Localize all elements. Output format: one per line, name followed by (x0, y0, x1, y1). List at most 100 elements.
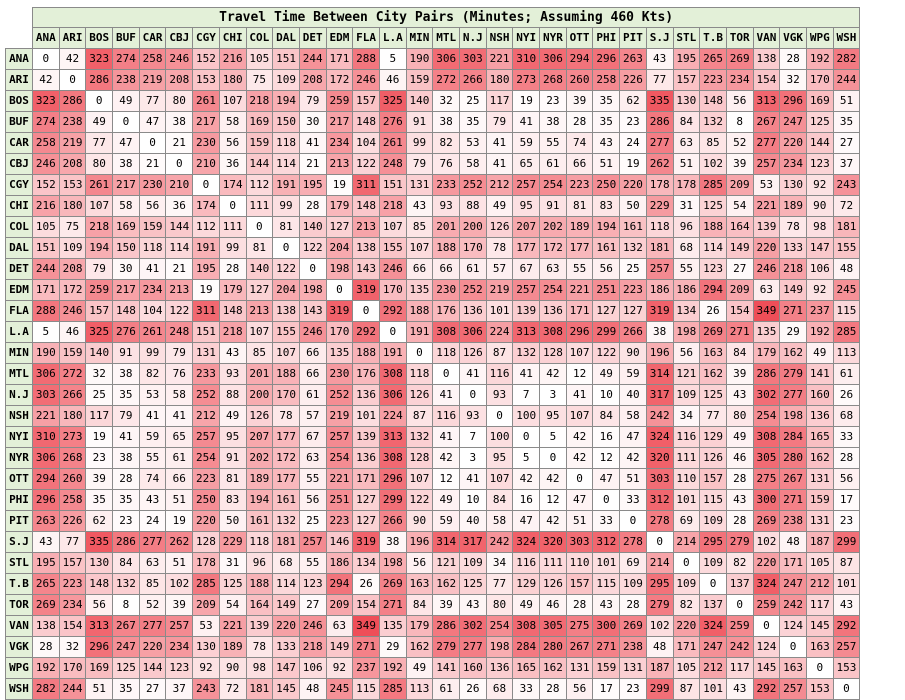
travel-time-cell: 33 (832, 426, 861, 448)
travel-time-cell: 87 (832, 552, 861, 574)
travel-time-cell: 111 (672, 447, 701, 469)
travel-time-cell: 238 (779, 510, 807, 532)
travel-time-cell: 109 (58, 237, 87, 259)
travel-time-cell: 218 (85, 216, 114, 238)
travel-time-cell: 12 (432, 468, 460, 490)
travel-time-cell: 308 (378, 447, 407, 469)
travel-time-cell: 219 (325, 405, 354, 427)
travel-time-cell: 12 (592, 447, 621, 469)
travel-time-cell: 92 (805, 174, 834, 196)
travel-time-cell: 257 (192, 426, 220, 448)
travel-time-cell: 84 (485, 489, 514, 511)
travel-time-cell: 131 (405, 174, 434, 196)
column-header: CBJ (165, 27, 194, 49)
travel-time-cell: 271 (592, 636, 621, 658)
travel-time-cell: 55 (138, 447, 167, 469)
row-header: ANA (5, 48, 33, 70)
travel-time-cell: 39 (165, 594, 194, 616)
travel-time-cell: 200 (459, 216, 487, 238)
travel-time-cell: 218 (378, 195, 407, 217)
travel-time-cell: 113 (832, 342, 861, 364)
header-corner-cell (5, 27, 33, 49)
travel-time-cell: 0 (378, 321, 407, 343)
travel-time-cell: 32 (85, 363, 114, 385)
travel-time-cell: 136 (352, 447, 380, 469)
row-header: MIN (5, 342, 33, 364)
travel-time-cell: 296 (32, 489, 60, 511)
travel-time-cell: 325 (85, 321, 114, 343)
travel-time-cell: 252 (459, 279, 487, 301)
travel-time-cell: 25 (619, 258, 647, 280)
travel-time-cell: 38 (112, 447, 140, 469)
travel-time-cell: 258 (592, 69, 621, 91)
table-row: OTT 294 260 39 28 74 66 223 81 189 177 55 221 171 296 1… (5, 468, 861, 490)
travel-time-cell: 269 (32, 594, 60, 616)
travel-time-cell: 38 (112, 363, 140, 385)
travel-time-cell: 294 (565, 48, 594, 70)
travel-time-cell: 32 (779, 69, 807, 91)
travel-time-cell: 28 (832, 447, 861, 469)
travel-time-cell: 254 (192, 447, 220, 469)
travel-time-cell: 107 (485, 468, 514, 490)
travel-time-cell: 140 (298, 216, 327, 238)
travel-time-cell: 150 (272, 111, 300, 133)
travel-time-cell: 216 (32, 195, 60, 217)
travel-time-cell: 54 (725, 195, 754, 217)
travel-time-cell: 210 (165, 174, 194, 196)
travel-time-cell: 92 (192, 657, 220, 679)
travel-time-cell: 56 (672, 342, 701, 364)
travel-time-cell: 26 (352, 573, 380, 595)
travel-time-cell: 43 (218, 342, 247, 364)
travel-time-cell: 213 (245, 300, 274, 322)
travel-time-cell: 131 (192, 342, 220, 364)
travel-time-cell: 24 (138, 510, 167, 532)
travel-time-cell: 46 (58, 321, 87, 343)
travel-time-cell: 144 (138, 657, 167, 679)
travel-time-cell: 149 (725, 237, 754, 259)
travel-time-cell: 280 (539, 636, 567, 658)
travel-time-cell: 159 (405, 69, 434, 91)
travel-time-cell: 58 (485, 510, 514, 532)
column-header: T.B (699, 27, 727, 49)
row-header: ARI (5, 69, 33, 91)
travel-time-cell: 273 (512, 69, 541, 91)
travel-time-cell: 251 (325, 489, 354, 511)
travel-time-cell: 261 (138, 321, 167, 343)
travel-time-cell: 80 (485, 594, 514, 616)
travel-time-cell: 122 (298, 237, 327, 259)
travel-time-cell: 143 (352, 258, 380, 280)
travel-time-cell: 208 (58, 153, 87, 175)
travel-time-cell: 66 (405, 258, 434, 280)
travel-time-cell: 262 (645, 153, 674, 175)
travel-time-cell: 0 (485, 405, 514, 427)
travel-time-cell: 28 (725, 510, 754, 532)
row-header: N.J (5, 384, 33, 406)
travel-time-cell: 194 (85, 237, 114, 259)
travel-time-cell: 268 (539, 69, 567, 91)
column-header: ANA (32, 27, 60, 49)
travel-time-cell: 276 (378, 111, 407, 133)
travel-time-cell: 187 (645, 657, 674, 679)
travel-time-cell: 292 (378, 300, 407, 322)
travel-time-cell: 93 (218, 363, 247, 385)
travel-time-cell: 21 (298, 153, 327, 175)
travel-time-cell: 189 (779, 195, 807, 217)
travel-time-cell: 21 (165, 258, 194, 280)
travel-time-cell: 286 (645, 111, 674, 133)
travel-time-cell: 130 (85, 552, 114, 574)
travel-time-cell: 195 (298, 174, 327, 196)
travel-time-cell: 207 (245, 426, 274, 448)
travel-time-cell: 154 (725, 300, 754, 322)
travel-time-cell: 74 (138, 468, 167, 490)
travel-time-cell: 53 (752, 174, 781, 196)
table-row: VGK 28 32 296 247 220 234 130 189 78 133 218 149 271 2… (5, 636, 861, 658)
travel-time-cell: 26 (699, 300, 727, 322)
column-header: COL (245, 27, 274, 49)
travel-time-cell: 41 (298, 132, 327, 154)
travel-time-cell: 308 (539, 321, 567, 343)
row-header: MTL (5, 363, 33, 385)
travel-time-cell: 180 (58, 405, 87, 427)
travel-time-cell: 282 (832, 48, 861, 70)
column-header: CGY (192, 27, 220, 49)
travel-time-cell: 17 (832, 489, 861, 511)
